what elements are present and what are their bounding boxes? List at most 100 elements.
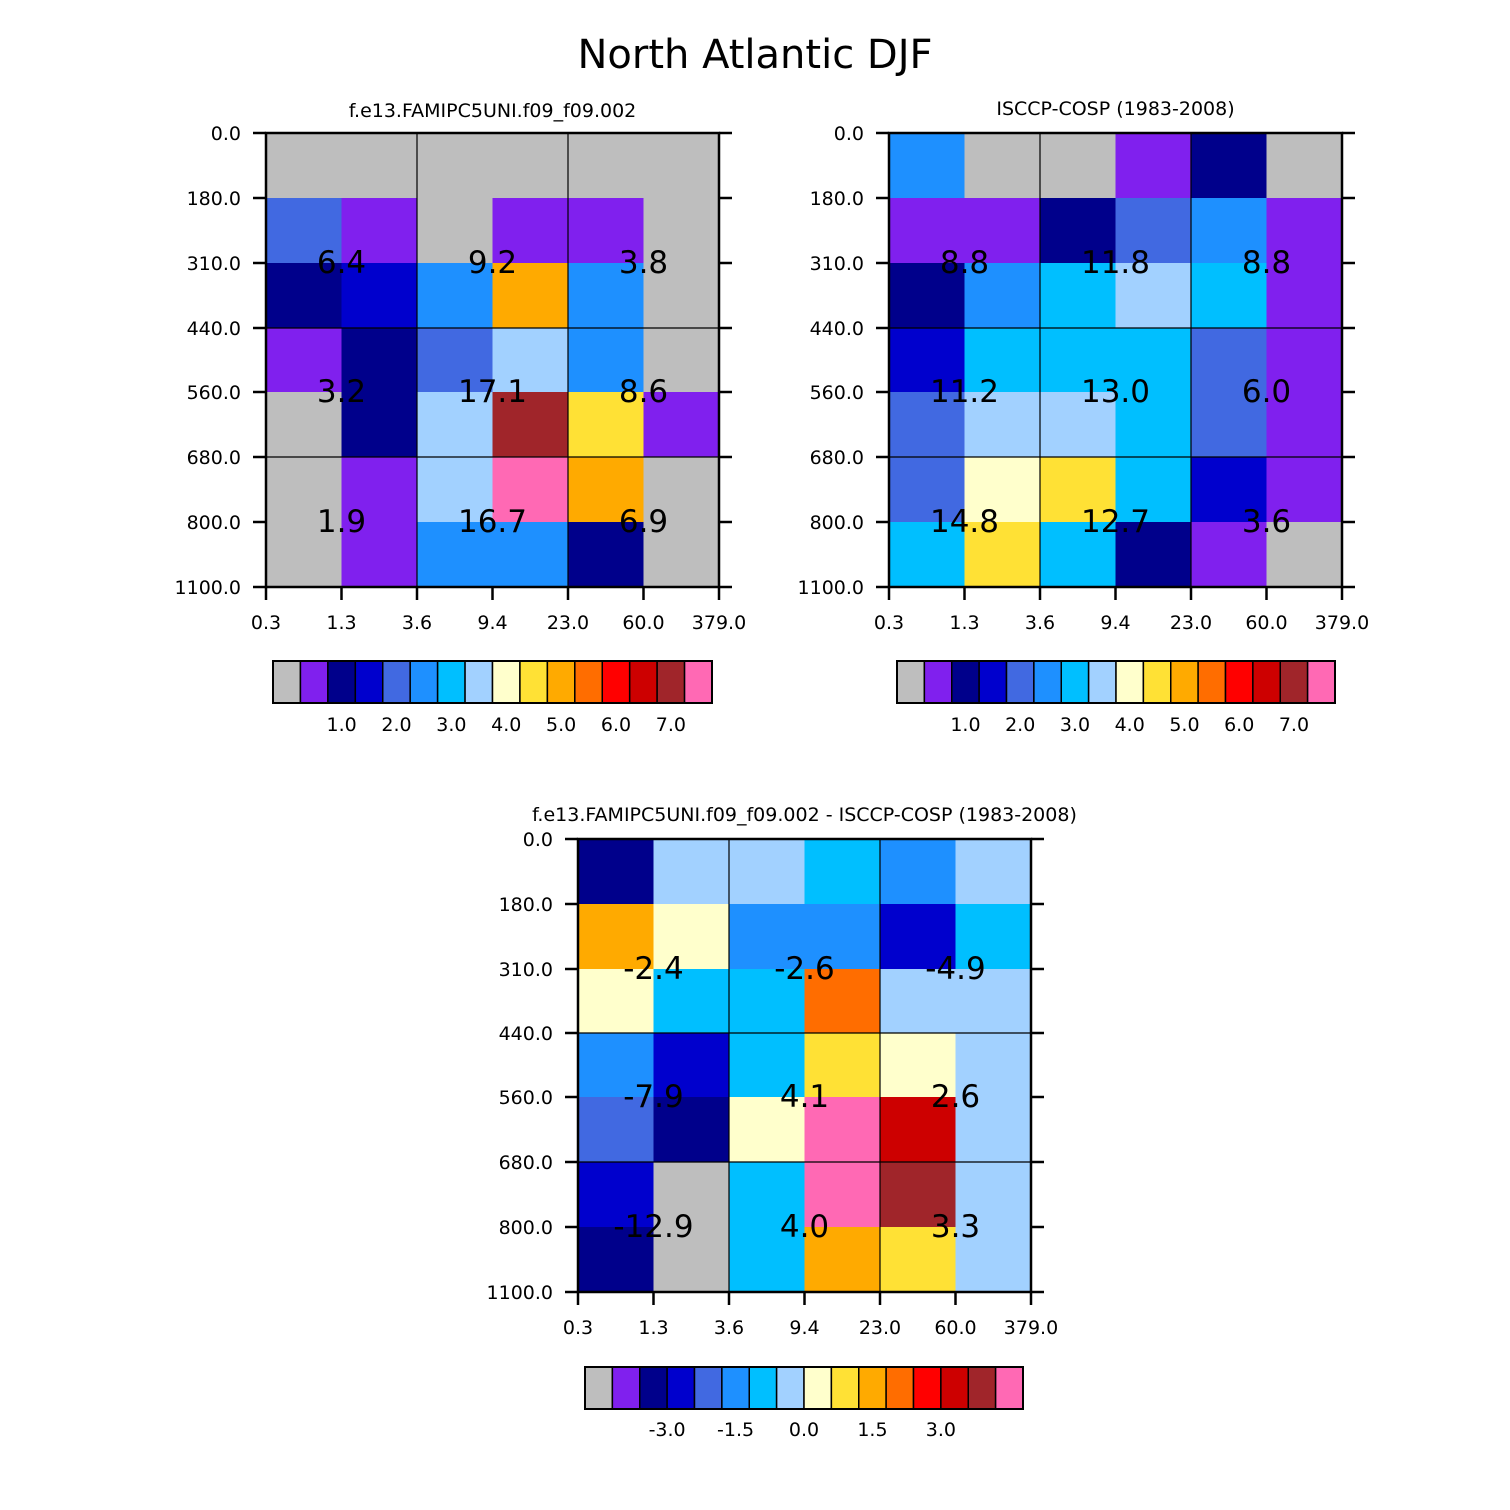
x-tick-label: 3.6 xyxy=(402,612,432,634)
colorbar-swatch xyxy=(994,1366,1024,1410)
heatmap-cell xyxy=(643,457,720,523)
heatmap-cell xyxy=(341,328,418,393)
heatmap-cell xyxy=(341,263,418,329)
heatmap-cell xyxy=(568,522,645,588)
heatmap-cell xyxy=(880,1033,957,1098)
heatmap-cell xyxy=(643,392,720,458)
heatmap-cell xyxy=(1040,198,1117,264)
y-tick-label: 800.0 xyxy=(810,512,864,534)
y-tick-label: 310.0 xyxy=(187,253,241,275)
heatmap-cell xyxy=(880,839,957,905)
heatmap-cell xyxy=(955,1227,1032,1293)
colorbar-swatch xyxy=(1279,660,1309,704)
heatmap-cell xyxy=(1040,133,1117,199)
heatmap-cell xyxy=(955,839,1032,905)
cell-annotation: 4.0 xyxy=(780,1209,829,1245)
heatmap-cell xyxy=(568,133,645,199)
heatmap-cell xyxy=(1040,522,1117,588)
colorbar-swatch xyxy=(978,660,1008,704)
cell-annotation: -2.4 xyxy=(623,951,684,987)
colorbar-swatch xyxy=(1115,660,1145,704)
y-tick-label: 560.0 xyxy=(499,1087,553,1109)
x-tick-label: 3.6 xyxy=(1025,612,1055,634)
heatmap-cell xyxy=(1040,328,1117,393)
colorbar-label: -1.5 xyxy=(717,1419,754,1441)
heatmap-cell xyxy=(804,969,881,1034)
heatmap-cell xyxy=(804,1033,881,1098)
cell-annotation: 8.8 xyxy=(940,245,989,281)
heatmap-cell xyxy=(341,392,418,458)
colorbar-swatch xyxy=(775,1366,805,1410)
cell-annotation: 8.8 xyxy=(1242,245,1291,281)
heatmap-cell xyxy=(964,198,1041,264)
colorbar-swatch xyxy=(299,660,329,704)
panel-title: f.e13.FAMIPC5UNI.f09_f09.002 xyxy=(349,100,637,122)
heatmap-cell xyxy=(266,263,343,329)
heatmap-cell xyxy=(1191,198,1268,264)
cell-annotation: 9.2 xyxy=(468,245,517,281)
colorbar-swatch xyxy=(601,660,631,704)
heatmap-cell xyxy=(492,522,569,588)
cell-annotation: 11.8 xyxy=(1081,245,1150,281)
heatmap-cell xyxy=(417,522,494,588)
heatmap-cell xyxy=(729,1227,806,1293)
colorbar-label: 7.0 xyxy=(1279,714,1309,736)
heatmap-cell xyxy=(729,839,806,905)
x-tick-label: 23.0 xyxy=(547,612,589,634)
heatmap-cell xyxy=(1266,328,1343,393)
heatmap-cell xyxy=(653,904,730,970)
heatmap-cell xyxy=(492,457,569,523)
colorbar-label: -3.0 xyxy=(649,1419,686,1441)
heatmap-cell xyxy=(1115,133,1192,199)
x-tick-label: 379.0 xyxy=(1004,1317,1058,1339)
heatmap-cell xyxy=(889,457,966,523)
heatmap-cell xyxy=(955,1097,1032,1163)
heatmap-cell xyxy=(578,904,655,970)
cell-annotation: 3.2 xyxy=(317,374,366,410)
heatmap-cell xyxy=(955,904,1032,970)
heatmap-cell xyxy=(578,1097,655,1163)
heatmap-cell xyxy=(492,328,569,393)
colorbar-swatch xyxy=(327,660,357,704)
heatmap-cell xyxy=(729,969,806,1034)
x-tick-label: 60.0 xyxy=(622,612,664,634)
heatmap-cell xyxy=(341,522,418,588)
colorbar-swatch xyxy=(666,1366,696,1410)
colorbar-swatch xyxy=(409,660,439,704)
heatmap-cell xyxy=(729,904,806,970)
heatmap-cell xyxy=(1266,392,1343,458)
heatmap-cell xyxy=(653,839,730,905)
main-title: North Atlantic DJF xyxy=(577,32,932,78)
cell-annotation: 6.9 xyxy=(619,504,668,540)
heatmap-cell xyxy=(417,392,494,458)
heatmap-cell xyxy=(804,839,881,905)
y-tick-label: 180.0 xyxy=(187,188,241,210)
heatmap-cell xyxy=(1040,457,1117,523)
colorbar-swatch xyxy=(896,660,926,704)
x-tick-label: 1.3 xyxy=(638,1317,668,1339)
panel-3: f.e13.FAMIPC5UNI.f09_f09.002 - ISCCP-COS… xyxy=(487,804,1077,1441)
colorbar-swatch xyxy=(912,1366,942,1410)
heatmap-cell xyxy=(417,457,494,523)
cell-annotation: 16.7 xyxy=(458,504,527,540)
colorbar-label: 5.0 xyxy=(546,714,576,736)
colorbar-label: 3.0 xyxy=(1060,714,1090,736)
heatmap-cell xyxy=(578,1227,655,1293)
panel-1: f.e13.FAMIPC5UNI.f09_f09.002 0.0 180.0 310.… xyxy=(175,100,747,736)
heatmap-cell xyxy=(568,198,645,264)
colorbar-label: 5.0 xyxy=(1169,714,1199,736)
cell-annotation: 3.8 xyxy=(619,245,668,281)
colorbar-swatch xyxy=(639,1366,668,1410)
heatmap-cell xyxy=(1040,392,1117,458)
heatmap-cell xyxy=(266,457,343,523)
y-tick-label: 560.0 xyxy=(810,382,864,404)
heatmap-cell xyxy=(964,457,1041,523)
y-tick-label: 310.0 xyxy=(810,253,864,275)
cell-annotation: 6.0 xyxy=(1242,374,1291,410)
cell-annotation: 2.6 xyxy=(931,1079,980,1115)
colorbar-label: 0.0 xyxy=(789,1419,819,1441)
heatmap-cell xyxy=(1191,522,1268,588)
cell-annotation: -7.9 xyxy=(623,1079,684,1115)
heatmap-cell xyxy=(1266,133,1343,199)
colorbar-swatch xyxy=(858,1366,887,1410)
